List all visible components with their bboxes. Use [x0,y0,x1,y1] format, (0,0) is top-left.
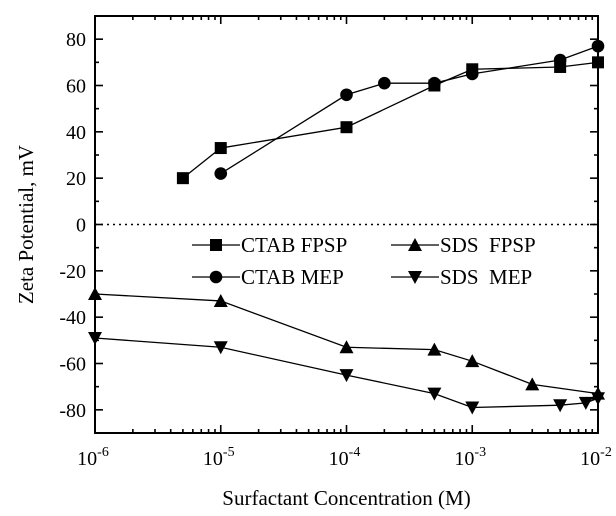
legend-marker [408,271,422,284]
data-point [465,401,480,415]
series-2 [214,39,605,180]
plot-frame [94,15,599,434]
y-tick-label: 20 [66,168,86,190]
y-axis-title: Zeta Potential, mV [14,145,38,304]
x-axis-title: Surfactant Concentration (M) [222,486,470,510]
x-tick-label: 10-4 [329,445,361,470]
legend-label: SDS MEP [440,265,532,289]
y-tick-label: -20 [59,261,86,283]
data-point [465,67,479,81]
legend-item: CTAB FPSP [192,233,347,257]
y-tick-label: -60 [59,354,86,376]
legend: CTAB FPSP SDS FPSP CTAB MEP SDS MEP [192,233,536,289]
data-point [428,76,441,90]
data-point [427,387,442,401]
y-tick-label: -80 [59,400,86,422]
data-point [525,377,540,391]
data-point [427,342,442,356]
legend-marker [209,270,223,284]
y-tick-label: 60 [66,76,86,98]
series-line [94,337,599,409]
series-line [220,45,599,175]
legend-label: CTAB FPSP [241,233,347,257]
data-point [214,142,227,155]
x-tick-label: 10-2 [580,445,612,470]
x-tick-label: 10-5 [203,445,235,470]
data-point [578,396,593,410]
data-point [553,399,568,413]
data-point [340,88,353,102]
data-point [214,167,228,180]
y-tick-label: 80 [66,29,86,51]
data-point [340,121,353,134]
legend-item: SDS MEP [391,265,532,289]
y-tick-label: 0 [76,215,86,237]
y-tick-label: 40 [66,122,86,144]
x-tick-label: 10-6 [77,445,109,470]
series-line [182,61,599,179]
data-point [339,340,354,354]
data-point [213,293,228,307]
legend-marker [408,238,422,251]
legend-item: SDS FPSP [391,233,536,257]
data-point [213,341,228,355]
legend-marker [210,239,222,251]
y-tick-labels: -80 -60 -40 -20 0 20 40 60 80 [59,29,86,422]
data-point [378,76,391,90]
x-tick-label: 10-3 [454,445,486,470]
data-point [465,354,480,368]
data-point [176,172,189,185]
data-point [553,53,567,67]
x-tick-labels: 10-6 10-5 10-4 10-3 10-2 [77,445,612,470]
data-point [339,369,354,383]
legend-item: CTAB MEP [192,265,344,289]
y-tick-label: -40 [59,307,86,329]
series-layer [88,39,605,415]
legend-label: SDS FPSP [440,233,536,257]
series-0 [176,56,604,185]
legend-label: CTAB MEP [241,265,344,289]
